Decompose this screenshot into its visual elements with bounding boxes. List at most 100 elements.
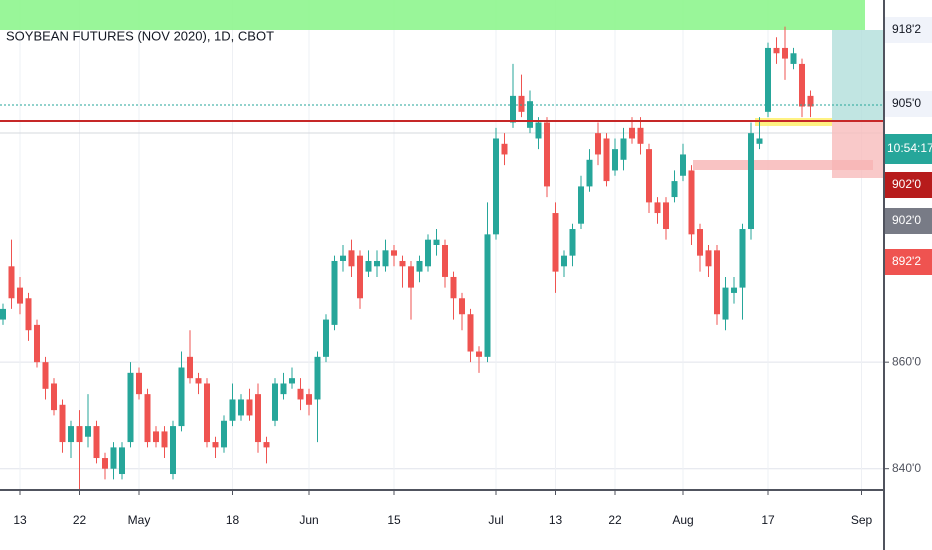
candle-body bbox=[680, 154, 686, 176]
price-label-box bbox=[885, 17, 932, 43]
candle-body bbox=[484, 234, 491, 357]
candle-body bbox=[654, 202, 661, 214]
price-label: 892'2 bbox=[892, 254, 921, 268]
candle-body bbox=[425, 239, 431, 267]
candle-body bbox=[306, 394, 312, 405]
price-label-box bbox=[885, 249, 932, 275]
candle-body bbox=[297, 388, 304, 400]
candle-body bbox=[314, 356, 321, 400]
candle-body bbox=[714, 250, 720, 315]
price-label-box bbox=[885, 208, 932, 234]
candle-body bbox=[34, 324, 40, 363]
x-tick-label: Aug bbox=[672, 513, 693, 527]
candle-body bbox=[170, 426, 176, 475]
candle-body bbox=[76, 426, 83, 443]
x-tick-label: 22 bbox=[608, 513, 622, 527]
candle-body bbox=[8, 266, 15, 299]
resistance-box bbox=[693, 160, 873, 170]
candle-body bbox=[59, 404, 66, 443]
candle-body bbox=[365, 260, 372, 272]
candle-body bbox=[790, 53, 797, 64]
candle-body bbox=[578, 186, 584, 224]
candle-body bbox=[442, 245, 448, 277]
candle-body bbox=[51, 383, 57, 411]
candle-body bbox=[153, 431, 159, 443]
candle-body bbox=[187, 356, 193, 379]
candle-body bbox=[646, 149, 652, 203]
candle-body bbox=[697, 229, 703, 256]
candle-body bbox=[688, 170, 695, 235]
candles bbox=[0, 26, 814, 490]
chart-title: SOYBEAN FUTURES (NOV 2020), 1D, CBOT bbox=[6, 28, 274, 43]
axis-labels: 860'0 840'0 13 22 May 18 Jun 15 Jul 13 22 Aug 17 Sep 9… bbox=[13, 17, 932, 527]
candle-body bbox=[382, 250, 389, 267]
candle-body bbox=[569, 229, 576, 256]
candle-body bbox=[773, 47, 780, 54]
candle-body bbox=[731, 287, 737, 293]
candle-body bbox=[136, 372, 142, 395]
countdown: 10:54:17 bbox=[887, 141, 932, 155]
candle-body bbox=[204, 383, 210, 443]
candle-body bbox=[0, 308, 6, 320]
candle-body bbox=[620, 138, 627, 160]
candle-body bbox=[476, 351, 482, 357]
price-label: 905'0 bbox=[892, 96, 921, 110]
candle-body bbox=[765, 47, 771, 112]
price-label-box bbox=[885, 172, 932, 198]
candle-body bbox=[527, 101, 533, 128]
candle-body bbox=[17, 287, 23, 304]
y-tick-label: 860'0 bbox=[892, 354, 921, 368]
price-label-box bbox=[885, 91, 932, 117]
candle-body bbox=[416, 260, 423, 272]
grid bbox=[0, 0, 884, 490]
candle-body bbox=[68, 426, 74, 443]
candle-body bbox=[399, 260, 406, 267]
candle-body bbox=[756, 138, 763, 144]
candle-body bbox=[93, 426, 100, 459]
candle-body bbox=[272, 383, 278, 421]
candle-body bbox=[603, 138, 610, 182]
candle-body bbox=[263, 442, 270, 448]
y-tick-label: 840'0 bbox=[892, 461, 921, 475]
candle-body bbox=[348, 250, 355, 267]
candle-body bbox=[799, 63, 805, 107]
countdown-box bbox=[885, 134, 932, 164]
candle-body bbox=[25, 298, 32, 331]
candle-body bbox=[238, 399, 244, 416]
x-tick-label: 13 bbox=[549, 513, 563, 527]
candle-body bbox=[229, 399, 236, 421]
candle-body bbox=[493, 138, 499, 235]
candle-body bbox=[807, 95, 814, 107]
candle-body bbox=[561, 255, 567, 267]
candle-body bbox=[671, 181, 678, 198]
x-tick-label: 13 bbox=[13, 513, 27, 527]
x-tick-label: Sep bbox=[851, 513, 873, 527]
candle-body bbox=[391, 250, 397, 256]
candle-body bbox=[85, 426, 91, 437]
x-tick-label: 17 bbox=[761, 513, 775, 527]
candle-body bbox=[102, 458, 108, 469]
zone-highlight bbox=[0, 0, 865, 30]
candle-body bbox=[748, 133, 754, 230]
candle-body bbox=[144, 394, 151, 443]
x-tick-label: Jun bbox=[299, 513, 318, 527]
candle-body bbox=[408, 266, 414, 288]
candle-body bbox=[340, 255, 346, 261]
candle-body bbox=[323, 319, 329, 357]
candle-body bbox=[374, 260, 380, 267]
candle-body bbox=[161, 431, 168, 448]
candle-body bbox=[331, 260, 338, 325]
candle-body bbox=[518, 95, 525, 112]
candle-body bbox=[612, 149, 618, 171]
candle-body bbox=[127, 372, 134, 443]
candle-body bbox=[289, 378, 295, 384]
candle-body bbox=[212, 442, 219, 448]
candle-body bbox=[195, 378, 202, 384]
candle-body bbox=[178, 367, 185, 427]
candle-body bbox=[595, 133, 601, 155]
candle-body bbox=[459, 298, 465, 315]
candle-body bbox=[42, 362, 49, 389]
candle-body bbox=[450, 276, 457, 299]
candle-body bbox=[535, 122, 542, 139]
